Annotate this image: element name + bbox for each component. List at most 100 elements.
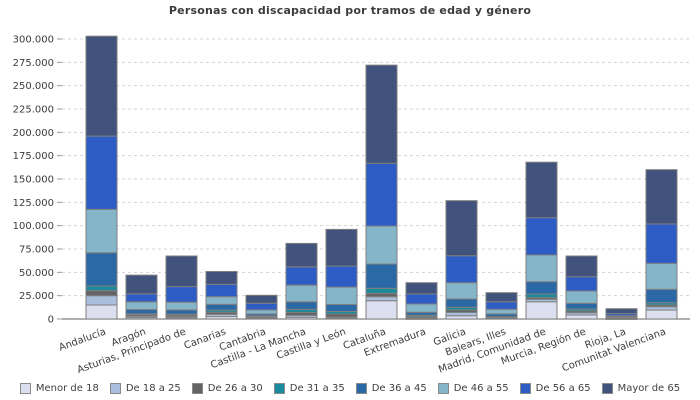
legend-swatch bbox=[19, 383, 31, 394]
bar-segment bbox=[85, 290, 118, 297]
bar-segment bbox=[525, 293, 558, 299]
legend-swatch bbox=[437, 383, 449, 394]
bar-segment bbox=[165, 286, 198, 303]
bar-segment bbox=[405, 303, 438, 313]
bar-segment bbox=[485, 308, 518, 315]
bar-segment bbox=[205, 270, 238, 285]
legend-label: De 31 a 35 bbox=[289, 383, 345, 394]
bar-segment bbox=[165, 301, 198, 311]
bar-segment bbox=[365, 263, 398, 289]
bar-segment bbox=[645, 288, 678, 304]
y-tick-label: 150.000 bbox=[13, 175, 54, 186]
bar-segment bbox=[125, 274, 158, 295]
chart-title: Personas con discapacidad por tramos de … bbox=[168, 4, 532, 17]
bar-segment bbox=[285, 242, 318, 268]
bar-segment bbox=[525, 254, 558, 283]
bar-segment bbox=[565, 276, 598, 292]
bar-segment bbox=[645, 223, 678, 264]
bar-segment bbox=[325, 228, 358, 267]
y-tick-label: 25.000 bbox=[19, 291, 54, 302]
bar-segment bbox=[565, 314, 598, 320]
bar-segment bbox=[445, 298, 478, 308]
bar-segment bbox=[85, 252, 118, 287]
legend-item: Menor de 18 bbox=[19, 383, 99, 394]
bar-segment bbox=[365, 292, 398, 298]
legend-swatch bbox=[273, 383, 285, 394]
y-tick-label: 100.000 bbox=[13, 221, 54, 232]
bar-segment bbox=[245, 309, 278, 315]
legend-swatch bbox=[109, 383, 121, 394]
bar-segment bbox=[205, 283, 238, 298]
bar-segment bbox=[485, 292, 518, 303]
bar-segment bbox=[445, 311, 478, 317]
legend-label: De 26 a 30 bbox=[207, 383, 263, 394]
bar-segment bbox=[525, 161, 558, 219]
bar-segment bbox=[405, 282, 438, 295]
bar-segment bbox=[325, 303, 358, 312]
y-tick-label: 300.000 bbox=[13, 35, 54, 46]
legend-swatch bbox=[355, 383, 367, 394]
bar-segment bbox=[645, 169, 678, 225]
bar-segment bbox=[85, 208, 118, 254]
bar-segment bbox=[85, 304, 118, 320]
bar-segment bbox=[365, 162, 398, 227]
bar-segment bbox=[645, 262, 678, 290]
bar-segment bbox=[365, 296, 398, 302]
y-tick-label: 50.000 bbox=[19, 268, 54, 279]
bar-segment bbox=[245, 302, 278, 311]
legend-label: Mayor de 65 bbox=[617, 383, 681, 394]
bar-segment bbox=[325, 286, 358, 305]
bar-segment bbox=[85, 295, 118, 306]
bar-segment bbox=[85, 135, 118, 210]
legend-label: De 36 a 45 bbox=[371, 383, 427, 394]
bar-segment bbox=[525, 217, 558, 256]
bar-segment bbox=[85, 285, 118, 292]
bar-segment bbox=[405, 293, 438, 305]
legend-item: De 46 a 55 bbox=[437, 383, 509, 394]
legend-swatch bbox=[191, 383, 203, 394]
legend-item: De 31 a 35 bbox=[273, 383, 345, 394]
y-tick-label: 0 bbox=[48, 315, 54, 326]
bar-segment bbox=[205, 303, 238, 311]
legend-item: De 18 a 25 bbox=[109, 383, 181, 394]
bar-segment bbox=[565, 290, 598, 304]
bar-segment bbox=[525, 301, 558, 320]
bar-segment bbox=[365, 64, 398, 164]
bar-segment bbox=[125, 301, 158, 311]
bar-segment bbox=[165, 255, 198, 288]
bar-segment bbox=[485, 301, 518, 310]
bar-segment bbox=[365, 225, 398, 265]
bar-segment bbox=[565, 302, 598, 310]
bar-segment bbox=[285, 284, 318, 303]
bar-segment bbox=[245, 294, 278, 304]
bar-segment bbox=[365, 300, 398, 320]
bar-segment bbox=[645, 306, 678, 311]
legend-label: De 46 a 55 bbox=[453, 383, 509, 394]
legend-label: De 18 a 25 bbox=[125, 383, 181, 394]
bar-segment bbox=[365, 287, 398, 294]
bar-segment bbox=[205, 296, 238, 305]
legend-swatch bbox=[519, 383, 531, 394]
x-axis-label: Andalucía bbox=[57, 326, 107, 354]
bar-segment bbox=[125, 293, 158, 303]
y-tick-label: 225.000 bbox=[13, 105, 54, 116]
bar-segment bbox=[565, 255, 598, 278]
bar-segment bbox=[645, 309, 678, 320]
bar-segment bbox=[325, 265, 358, 288]
bar-segment bbox=[445, 255, 478, 284]
y-tick-label: 125.000 bbox=[13, 198, 54, 209]
bar-segment bbox=[445, 200, 478, 257]
legend-item: De 26 a 30 bbox=[191, 383, 263, 394]
bar-segment bbox=[285, 301, 318, 310]
y-tick-label: 75.000 bbox=[19, 245, 54, 256]
y-tick-label: 250.000 bbox=[13, 81, 54, 92]
bar-segment bbox=[165, 309, 198, 315]
y-tick-label: 275.000 bbox=[13, 58, 54, 69]
bar-segment bbox=[605, 308, 638, 315]
bar-segment bbox=[525, 281, 558, 295]
bar-segment bbox=[125, 309, 158, 315]
legend-label: Menor de 18 bbox=[35, 383, 99, 394]
bar-segment bbox=[285, 266, 318, 286]
legend-item: Mayor de 65 bbox=[601, 383, 681, 394]
